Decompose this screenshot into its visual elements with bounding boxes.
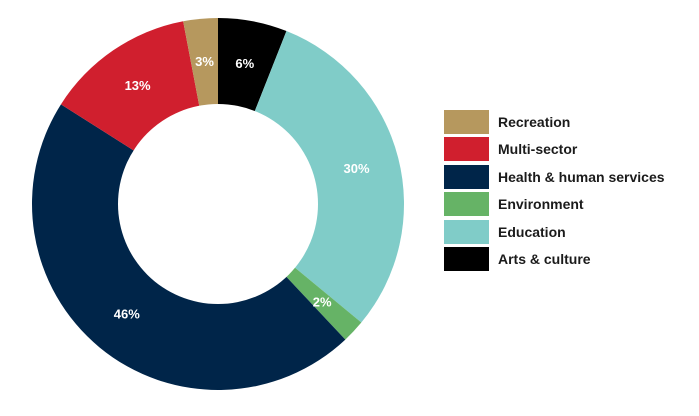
legend-swatch xyxy=(444,247,489,272)
slice-label-arts-and-culture: 6% xyxy=(235,56,254,71)
slice-label-multi-sector: 13% xyxy=(125,78,151,93)
slice-label-education: 30% xyxy=(343,161,369,176)
legend-item-multi-sector: Multi-sector xyxy=(444,136,665,164)
legend-swatch xyxy=(444,192,489,217)
legend-item-environment: Environment xyxy=(444,191,665,219)
legend-item-health-and-human-services: Health & human services xyxy=(444,163,665,191)
legend-swatch xyxy=(444,164,489,189)
legend-item-arts-and-culture: Arts & culture xyxy=(444,246,665,274)
legend-label: Arts & culture xyxy=(498,251,591,268)
legend-item-education: Education xyxy=(444,218,665,246)
chart-legend: Recreation Multi-sector Health & human ser… xyxy=(444,108,665,273)
legend-item-recreation: Recreation xyxy=(444,108,665,136)
legend-swatch xyxy=(444,137,489,162)
legend-label: Environment xyxy=(498,196,584,213)
slice-label-environment: 2% xyxy=(313,294,332,309)
legend-label: Multi-sector xyxy=(498,141,578,158)
slice-label-health-and-human-services: 46% xyxy=(114,307,140,322)
legend-swatch xyxy=(444,219,489,244)
slice-label-recreation: 3% xyxy=(195,54,214,69)
legend-label: Health & human services xyxy=(498,168,665,185)
donut-hole xyxy=(118,104,318,304)
legend-label: Education xyxy=(498,223,566,240)
legend-swatch xyxy=(444,109,489,134)
legend-label: Recreation xyxy=(498,113,571,130)
